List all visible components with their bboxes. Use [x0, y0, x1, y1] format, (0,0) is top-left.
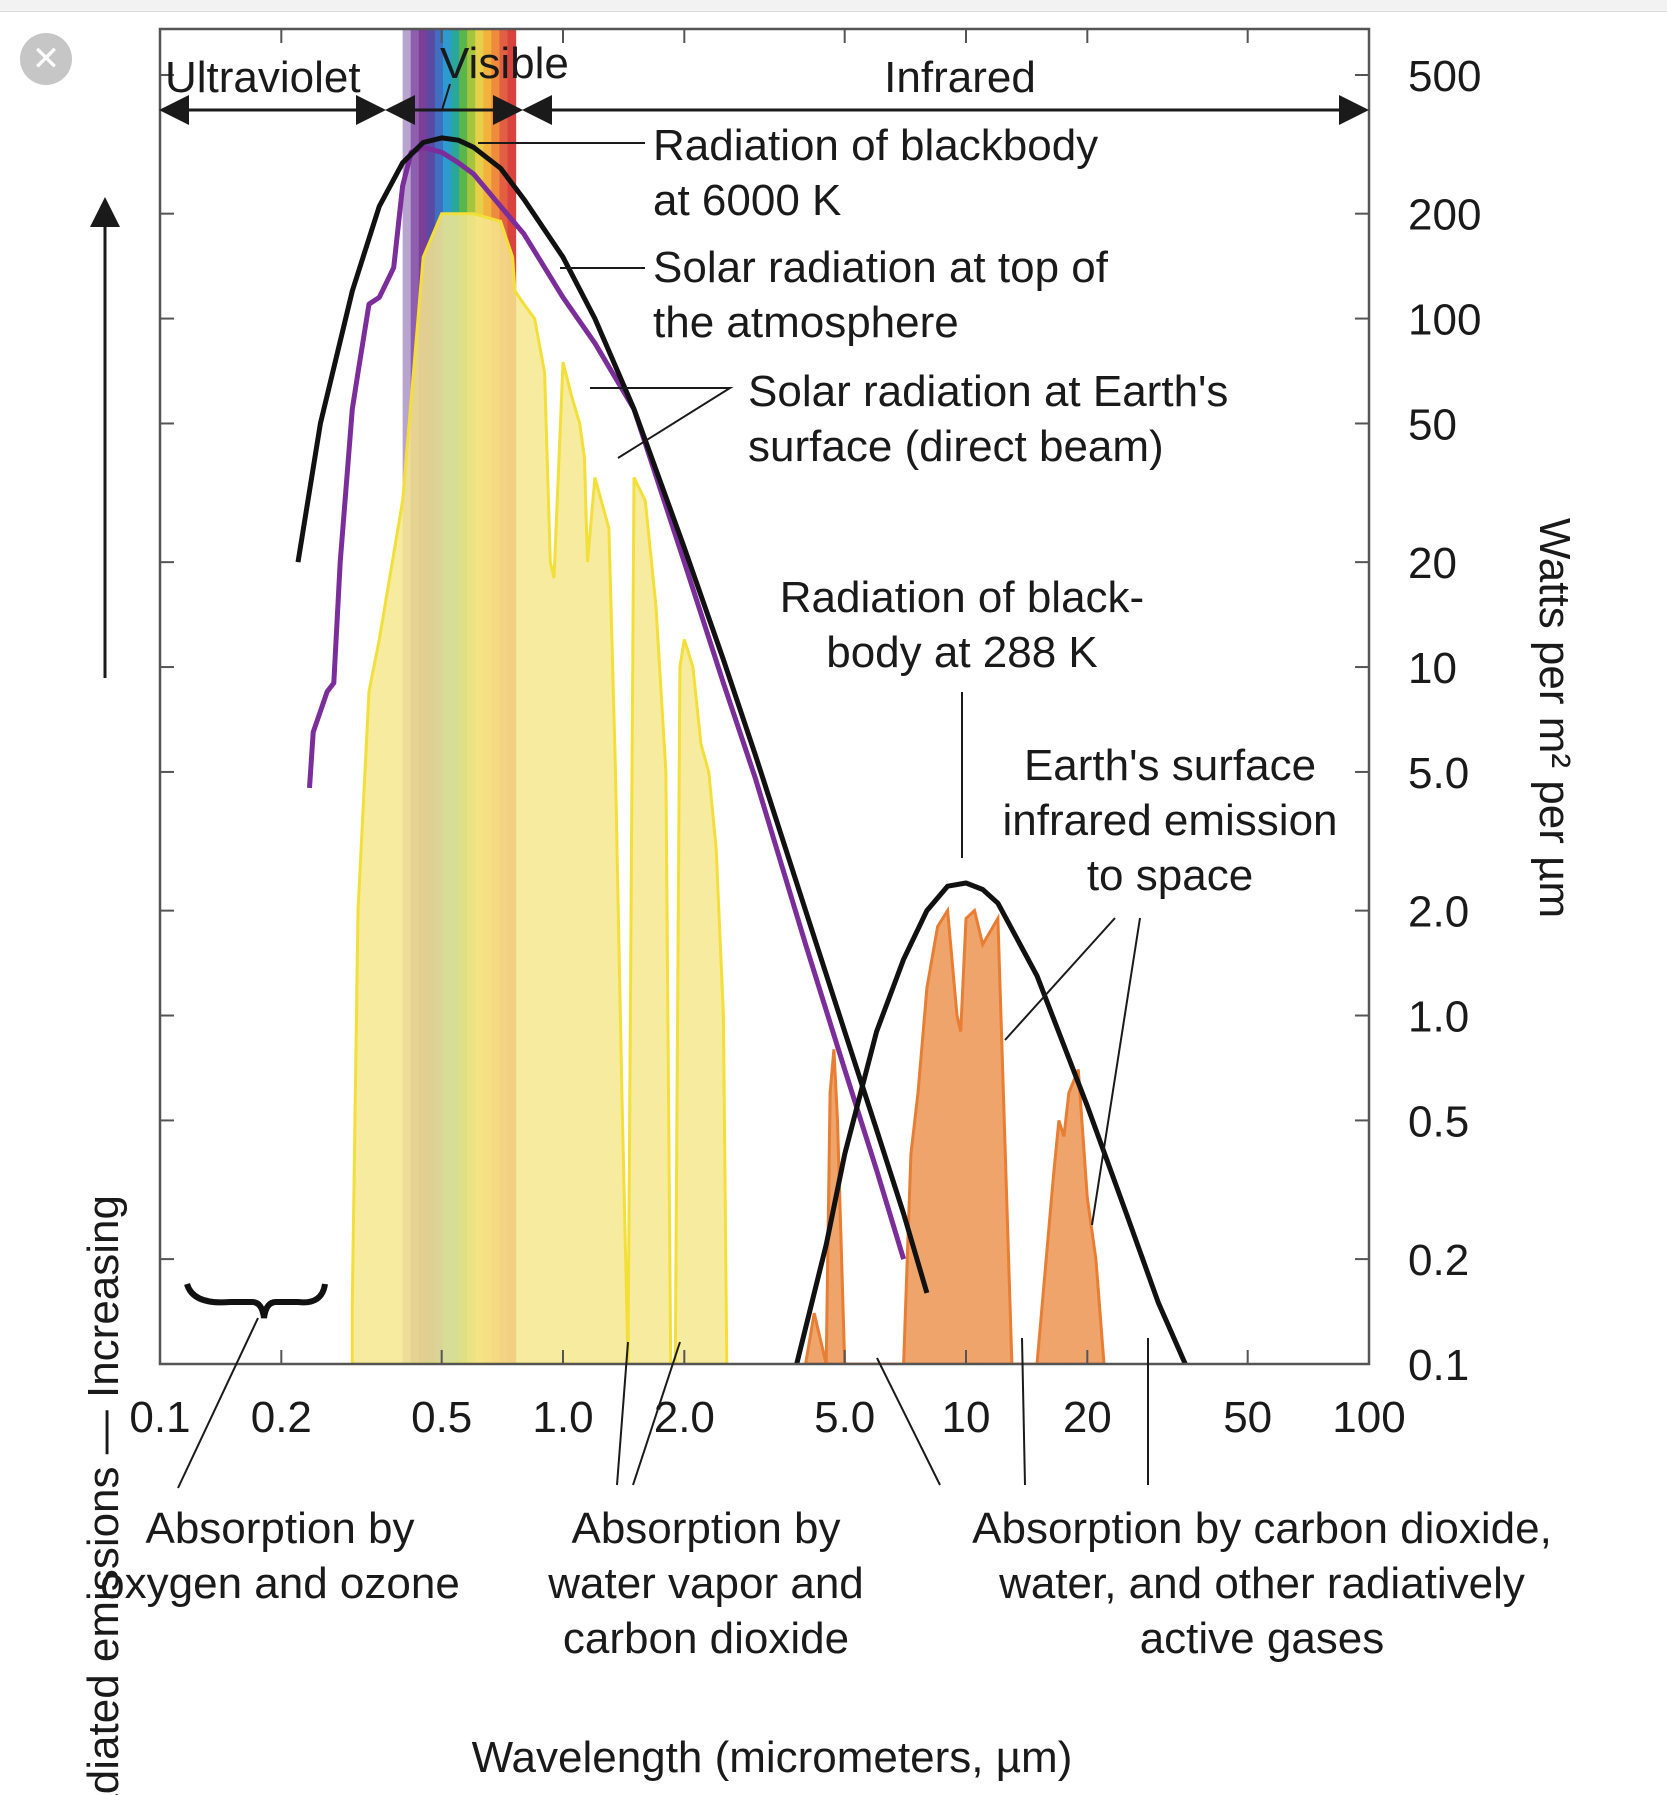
- annotation-abs-co2-other-line1: Absorption by carbon dioxide,: [972, 1504, 1552, 1553]
- ticks-layer: 0.1 0.2 0.5 1.0 2.0 5.0 10 20 50 100 500 200 100 50 20…: [129, 29, 1481, 1442]
- annotations: Radiation of blackbody at 6000 K Solar r…: [100, 121, 1552, 1663]
- series-blackbody-6000k: [295, 135, 930, 1294]
- region-label-visible: Visible: [440, 39, 569, 88]
- y-tick-label: 2.0: [1408, 888, 1469, 937]
- y-tick-label: 100: [1408, 296, 1481, 345]
- x-axis-label: Wavelength (micrometers, µm): [472, 1733, 1073, 1782]
- absorption-brace: [184, 1282, 328, 1319]
- leader-abs-o2-o3: [177, 1317, 259, 1489]
- leader-abs-co2-a: [876, 1357, 941, 1486]
- annotation-abs-o2-o3-line2: oxygen and ozone: [100, 1559, 460, 1608]
- x-tick-label: 0.1: [129, 1393, 190, 1442]
- y-tick-label: 0.2: [1408, 1236, 1469, 1285]
- region-labels: Ultraviolet Visible Infrared: [159, 39, 1369, 125]
- series-blackbody-288k: [794, 880, 1188, 1364]
- y-axis-label-left: Radiated emissions — Increasing: [79, 1195, 128, 1795]
- close-icon[interactable]: ✕: [20, 33, 72, 85]
- x-tick-label: 1.0: [532, 1393, 593, 1442]
- annotation-bb288-line2: body at 288 K: [826, 628, 1098, 677]
- annotation-abs-o2-o3-line1: Absorption by: [145, 1504, 414, 1553]
- leader-abs-co2-b: [1021, 1337, 1026, 1486]
- x-tick-label: 50: [1223, 1393, 1272, 1442]
- annotation-earth-ir-line3: to space: [1087, 851, 1253, 900]
- y-tick-label: 0.1: [1408, 1341, 1469, 1390]
- x-tick-label: 10: [942, 1393, 991, 1442]
- y-tick-label: 500: [1408, 52, 1481, 101]
- annotation-solar-surface-line2: surface (direct beam): [748, 422, 1164, 471]
- annotation-bb6000-line2: at 6000 K: [653, 176, 841, 225]
- y-tick-label: 200: [1408, 191, 1481, 240]
- x-tick-label: 20: [1063, 1393, 1112, 1442]
- annotation-solar-surface-line1: Solar radiation at Earth's: [748, 367, 1228, 416]
- x-tick-label: 0.2: [251, 1393, 312, 1442]
- leader-abs-h2o-b: [632, 1341, 681, 1486]
- leader-earth-ir-a: [1004, 917, 1116, 1041]
- annotation-bb6000-line1: Radiation of blackbody: [653, 121, 1098, 170]
- y-axis-label-right: Watts per m² per µm: [1530, 518, 1579, 918]
- y-tick-label: 20: [1408, 539, 1457, 588]
- leader-earth-ir-b: [1091, 917, 1141, 1226]
- y-tick-label: 50: [1408, 400, 1457, 449]
- annotation-bb288-line1: Radiation of black-: [780, 573, 1144, 622]
- visible-pointer: [441, 83, 451, 111]
- series-layer: [295, 135, 1188, 1364]
- annotation-solar-top-line2: the atmosphere: [653, 298, 959, 347]
- series-solar-surface: [350, 212, 729, 1364]
- annotation-abs-co2-other-line3: active gases: [1140, 1614, 1385, 1663]
- leader-solar-surface: [590, 387, 734, 459]
- series-earth-ir: [804, 906, 1106, 1364]
- y-tick-label: 0.5: [1408, 1097, 1469, 1146]
- region-label-ultraviolet: Ultraviolet: [165, 53, 361, 102]
- series-solar-top: [307, 144, 906, 1260]
- annotation-abs-co2-other-line2: water, and other radiatively: [998, 1559, 1525, 1608]
- x-tick-label: 100: [1332, 1393, 1405, 1442]
- y-tick-label: 5.0: [1408, 749, 1469, 798]
- x-tick-label: 0.5: [411, 1393, 472, 1442]
- annotation-earth-ir-line1: Earth's surface: [1024, 741, 1316, 790]
- annotation-abs-h2o-co2-line2: water vapor and: [547, 1559, 864, 1608]
- axis-labels: Wavelength (micrometers, µm) Radiated em…: [79, 197, 1579, 1795]
- y-tick-label: 10: [1408, 644, 1457, 693]
- y-tick-label: 1.0: [1408, 993, 1469, 1042]
- annotation-earth-ir-line2: infrared emission: [1002, 796, 1337, 845]
- region-label-infrared: Infrared: [884, 53, 1036, 102]
- leader-abs-h2o-a: [616, 1341, 629, 1486]
- x-tick-label: 5.0: [814, 1393, 875, 1442]
- annotation-solar-top-line1: Solar radiation at top of: [653, 243, 1109, 292]
- annotation-abs-h2o-co2-line3: carbon dioxide: [563, 1614, 849, 1663]
- annotation-abs-h2o-co2-line1: Absorption by: [571, 1504, 840, 1553]
- browser-top-bar: [0, 0, 1667, 12]
- plot-frame: [158, 27, 1371, 1366]
- x-tick-label: 2.0: [654, 1393, 715, 1442]
